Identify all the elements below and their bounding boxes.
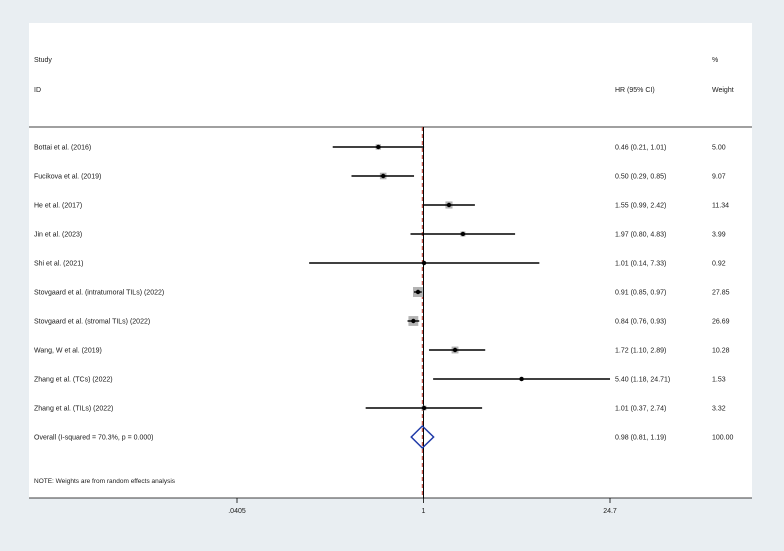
study-row: Bottai et al. (2016) 0.46 (0.21, 1.01) 5.0…	[34, 144, 726, 152]
study-row: Stovgaard et al. (stromal TILs) (2022) 0.…	[34, 316, 730, 326]
study-weight: 3.32	[712, 406, 726, 413]
header-weight: Weight	[712, 87, 734, 94]
study-hr-ci: 1.72 (1.10, 2.89)	[615, 348, 666, 355]
plot-panel	[29, 23, 752, 498]
study-rows: Bottai et al. (2016) 0.46 (0.21, 1.01) 5.0…	[34, 144, 734, 450]
study-hr-ci: 1.01 (0.37, 2.74)	[615, 406, 666, 413]
point-estimate	[415, 289, 421, 295]
x-tick-label: 1	[422, 508, 426, 515]
study-hr-ci: 0.46 (0.21, 1.01)	[615, 145, 666, 152]
x-tick-label: .0405	[228, 508, 246, 515]
study-hr-ci: 5.40 (1.18, 24.71)	[615, 377, 670, 384]
overall-label: Overall (I-squared = 70.3%, p = 0.000)	[34, 435, 153, 442]
study-row: Zhang et al. (TCs) (2022) 5.40 (1.18, 24.…	[34, 377, 726, 384]
study-hr-ci: 0.91 (0.85, 0.97)	[615, 290, 666, 297]
weights-note: NOTE: Weights are from random effects an…	[34, 478, 176, 485]
study-row: Fucikova et al. (2019) 0.50 (0.29, 0.85) 9…	[34, 172, 726, 181]
study-label: Wang, W et al. (2019)	[34, 348, 102, 355]
point-estimate	[376, 144, 381, 150]
study-weight: 0.92	[712, 261, 726, 268]
overall-hr-ci: 0.98 (0.81, 1.19)	[615, 435, 666, 442]
study-row: Jin et al. (2023) 1.97 (0.80, 4.83) 3.99	[34, 231, 726, 239]
study-label: Shi et al. (2021)	[34, 261, 83, 268]
header-study: Study	[34, 57, 52, 64]
study-label: Stovgaard et al. (stromal TILs) (2022)	[34, 319, 150, 326]
study-label: He et al. (2017)	[34, 203, 82, 210]
point-estimate	[452, 347, 458, 353]
x-axis-ticks: .0405 1 24.7	[228, 498, 617, 515]
study-row: Wang, W et al. (2019) 1.72 (1.10, 2.89) 10…	[34, 346, 730, 355]
study-weight: 27.85	[712, 290, 730, 297]
study-weight: 1.53	[712, 377, 726, 384]
study-weight: 26.69	[712, 319, 730, 326]
header-percent: %	[712, 57, 718, 64]
point-estimate	[411, 318, 416, 324]
study-row: He et al. (2017) 1.55 (0.99, 2.42) 11.34	[34, 201, 729, 210]
study-hr-ci: 1.55 (0.99, 2.42)	[615, 203, 666, 210]
point-estimate	[421, 405, 427, 411]
point-estimate	[380, 173, 386, 179]
study-label: Bottai et al. (2016)	[34, 145, 91, 152]
header-id: ID	[34, 87, 41, 94]
study-hr-ci: 1.01 (0.14, 7.33)	[615, 261, 666, 268]
study-weight: 11.34	[712, 203, 729, 210]
overall-row: Overall (I-squared = 70.3%, p = 0.000) 0.…	[34, 424, 734, 450]
study-label: Zhang et al. (TCs) (2022)	[34, 377, 113, 384]
study-row: Stovgaard et al. (intratumoral TILs) (20…	[34, 287, 730, 297]
study-hr-ci: 1.97 (0.80, 4.83)	[615, 232, 666, 239]
overall-weight: 100.00	[712, 435, 734, 442]
point-estimate	[460, 231, 466, 237]
x-tick-label: 24.7	[603, 508, 617, 515]
study-weight: 3.99	[712, 232, 726, 239]
overall-diamond	[410, 424, 435, 450]
study-weight: 9.07	[712, 174, 726, 181]
study-hr-ci: 0.84 (0.76, 0.93)	[615, 319, 666, 326]
header-hr: HR (95% CI)	[615, 87, 655, 94]
study-weight: 5.00	[712, 145, 726, 152]
study-hr-ci: 0.50 (0.29, 0.85)	[615, 174, 666, 181]
study-row: Zhang et al. (TILs) (2022) 1.01 (0.37, 2.…	[34, 406, 726, 413]
study-weight: 10.28	[712, 348, 730, 355]
point-estimate	[446, 202, 452, 208]
study-label: Fucikova et al. (2019)	[34, 174, 101, 181]
study-label: Zhang et al. (TILs) (2022)	[34, 406, 113, 413]
study-label: Stovgaard et al. (intratumoral TILs) (20…	[34, 290, 164, 297]
study-label: Jin et al. (2023)	[34, 232, 82, 239]
study-row: Shi et al. (2021) 1.01 (0.14, 7.33) 0.92	[34, 261, 726, 268]
point-estimate	[421, 260, 427, 266]
point-estimate	[519, 376, 524, 382]
